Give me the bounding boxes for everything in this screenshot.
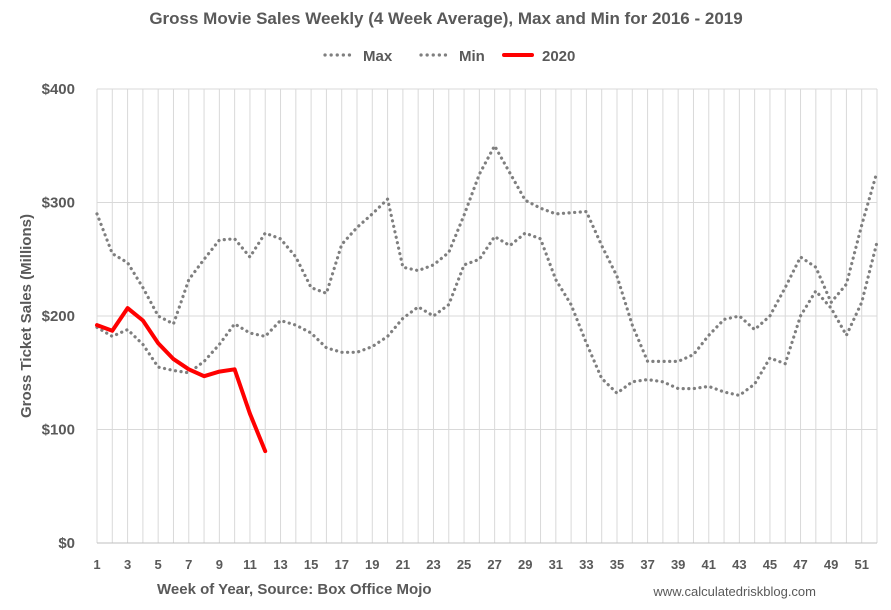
legend: Max Min 2020 <box>323 48 575 65</box>
y-tick-label: $100 <box>42 422 75 439</box>
source-note: www.calculatedriskblog.com <box>652 584 816 599</box>
x-tick-label: 21 <box>396 557 410 572</box>
x-tick-label: 33 <box>579 557 593 572</box>
x-tick-label: 3 <box>124 557 131 572</box>
x-tick-label: 45 <box>763 557 777 572</box>
x-tick-label: 13 <box>273 557 287 572</box>
x-tick-label: 41 <box>702 557 716 572</box>
x-tick-label: 7 <box>185 557 192 572</box>
legend-label-2020: 2020 <box>542 48 575 65</box>
x-tick-label: 5 <box>155 557 162 572</box>
series-line-min <box>95 231 879 397</box>
series-line-2020 <box>95 306 268 454</box>
x-tick-label: 47 <box>793 557 807 572</box>
legend-label-min: Min <box>459 48 485 65</box>
y-tick-label: $300 <box>42 195 75 212</box>
legend-label-max: Max <box>363 48 393 65</box>
x-axis-title: Week of Year, Source: Box Office Mojo <box>157 581 432 598</box>
x-tick-label: 51 <box>854 557 868 572</box>
x-tick-label: 31 <box>549 557 563 572</box>
series-lines <box>95 144 879 454</box>
x-tick-label: 25 <box>457 557 471 572</box>
x-tick-label: 15 <box>304 557 318 572</box>
x-tick-label: 1 <box>93 557 100 572</box>
x-tick-label: 43 <box>732 557 746 572</box>
series-line-max <box>95 144 879 363</box>
x-tick-label: 39 <box>671 557 685 572</box>
x-tick-label: 49 <box>824 557 838 572</box>
chart-title: Gross Movie Sales Weekly (4 Week Average… <box>149 9 742 28</box>
x-tick-label: 35 <box>610 557 624 572</box>
x-tick-label: 23 <box>426 557 440 572</box>
y-tick-label: $0 <box>58 535 75 552</box>
y-axis-title: Gross Ticket Sales (Millions) <box>18 214 35 418</box>
x-tick-label: 29 <box>518 557 532 572</box>
x-tick-label: 19 <box>365 557 379 572</box>
x-tick-label: 17 <box>334 557 348 572</box>
x-tick-label: 27 <box>487 557 501 572</box>
x-tick-label: 11 <box>243 557 257 572</box>
x-tick-label: 37 <box>640 557 654 572</box>
y-tick-label: $200 <box>42 308 75 325</box>
y-axis-ticks: $0 $100 $200 $300 $400 <box>42 81 75 552</box>
x-tick-label: 9 <box>216 557 223 572</box>
x-axis-ticks: 1 3 5 7 9 11 13 15 17 19 21 23 25 27 29 31 33 35 37 39 41 43 4… <box>93 557 869 572</box>
y-tick-label: $400 <box>42 81 75 98</box>
